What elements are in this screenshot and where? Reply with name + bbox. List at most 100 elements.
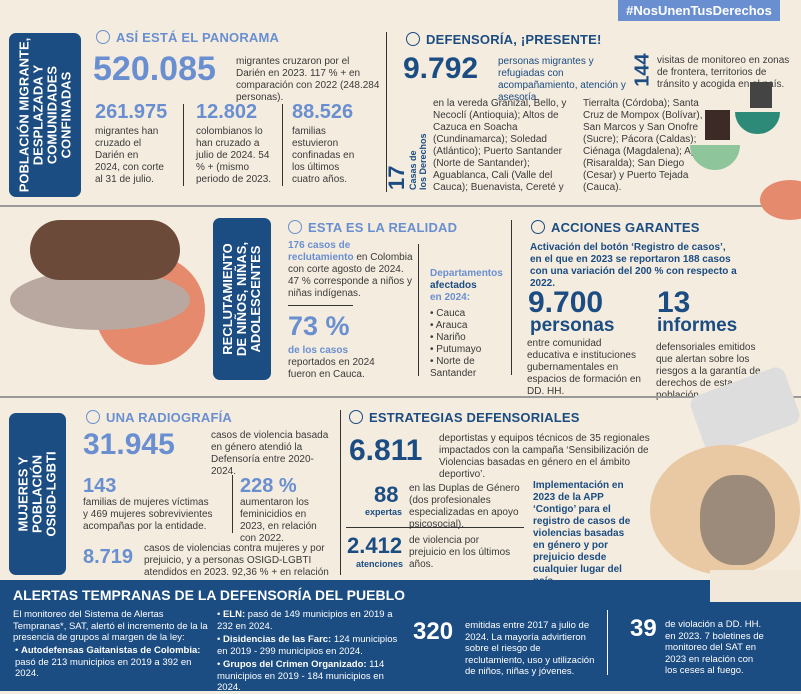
handwritten-letter-illustration	[710, 570, 801, 602]
visits-text: visitas de monitoreo en zonas de fronter…	[657, 55, 790, 90]
acciones-v1-unit: personas	[530, 315, 615, 336]
estrategias-title-text: ESTRATEGIAS DEFENSORIALES	[369, 410, 580, 425]
realidad-pct-block: de los casos reportados en 2024 fueron en…	[288, 345, 378, 381]
v88-text: en las Duplas de Género (dos profesional…	[409, 483, 520, 530]
v2412-unit: atenciones	[356, 559, 404, 569]
alertas-v39-text: de violación a DD. HH. en 2023. 7 boleti…	[665, 619, 764, 676]
defensoria-main-text: personas migrantes y refugiadas con acom…	[498, 56, 626, 103]
v2412: 2.412	[347, 533, 403, 558]
realidad-title: ESTA ES LA REALIDAD	[288, 220, 457, 235]
alertas-v39: 39	[630, 615, 657, 642]
defensoria-title: DEFENSORÍA, ¡PRESENTE!	[406, 32, 602, 47]
alertas-intro: El monitoreo del Sistema de Alertas Temp…	[13, 609, 208, 643]
casas-value: 17	[384, 165, 409, 190]
radiografia-main-text: casos de violencia basada en género aten…	[211, 430, 329, 477]
group-text: pasó de 149 municipios en 2019 a 232 en …	[217, 609, 393, 632]
v2412-text: de violencia por prejuicio en los último…	[409, 535, 511, 570]
estrategias-main-value: 6.811	[349, 434, 423, 467]
v88: 88	[374, 482, 399, 507]
group-item: Grupos del Crimen Organizado: 114 munici…	[217, 659, 407, 694]
radiografia-title-text: UNA RADIOGRAFÍA	[106, 410, 233, 425]
group-name: Grupos del Crimen Organizado:	[222, 659, 367, 670]
v143: 143	[83, 475, 117, 497]
stat-text: colombianos lo han cruzado a julio de 20…	[196, 126, 272, 185]
acciones-v2-unit: informes	[657, 315, 738, 336]
section-tab-mujeres: MUJERES Y POBLACIÓN OSIGD-LGBTI	[9, 413, 66, 575]
v228-text: aumentaron los feminicidios en 2023, en …	[240, 497, 317, 544]
dept-title-2: afectados	[430, 280, 477, 291]
realidad-lead-text: en Colombia con corte agosto de 2024. 47…	[288, 252, 413, 299]
seal-icon	[531, 220, 545, 234]
hashtag-banner: #NosUnenTusDerechos	[618, 0, 780, 21]
group-item: ELN: pasó de 149 municipios en 2019 a 23…	[217, 609, 407, 632]
group-item: Autodefensas Gaitanistas de Colombia: pa…	[15, 645, 205, 680]
group-text: 124 municipios en 2019 - 299 municipios …	[217, 634, 398, 657]
decorative-circle	[760, 180, 801, 220]
alertas-panel: ALERTAS TEMPRANAS DE LA DEFENSORÍA DEL P…	[0, 570, 801, 694]
casas-label: Casas de los Derechos	[408, 133, 428, 190]
v8719: 8.719	[83, 546, 134, 568]
defensoria-main-value: 9.792	[403, 52, 479, 85]
group-name: ELN:	[222, 609, 246, 620]
v228: 228 %	[240, 475, 297, 497]
department-item: Arauca	[430, 320, 510, 332]
acciones-v2-text: defensoriales emitidos que alertan sobre…	[656, 342, 761, 401]
department-item: Nariño	[430, 332, 510, 344]
panorama-main-text: migrantes cruzaron por el Darién en 2023…	[236, 56, 380, 103]
section-tab-label: MUJERES Y POBLACIÓN OSIGD-LGBTI	[15, 451, 59, 537]
group-text: 114 municipios en 2019 - 184 municipios …	[217, 659, 385, 693]
group-name: Disidencias de las Farc:	[222, 634, 332, 645]
realidad-lead: 176 casos de reclutamiento	[288, 240, 354, 263]
seal-icon	[349, 410, 363, 424]
houses-illustration	[690, 82, 800, 200]
acciones-title-text: ACCIONES GARANTES	[551, 220, 700, 235]
realidad-title-text: ESTA ES LA REALIDAD	[308, 220, 458, 235]
panorama-title-text: ASÍ ESTÁ EL PANORAMA	[116, 30, 280, 45]
dept-title-1: Departamentos	[430, 268, 503, 279]
group-name: Autodefensas Gaitanistas de Colombia:	[20, 645, 201, 656]
alertas-v320: 320	[413, 618, 454, 645]
stat-value: 12.802	[196, 101, 258, 123]
children-whale-illustration	[0, 215, 210, 395]
acciones-v2: 13	[657, 286, 691, 319]
department-item: Putumayo	[430, 344, 510, 356]
hands-icon	[288, 220, 302, 234]
realidad-lead-block: 176 casos de reclutamiento en Colombia c…	[288, 240, 413, 300]
group-item: Disidencias de las Farc: 124 municipios …	[217, 634, 407, 657]
stat-value: 261.975	[95, 101, 168, 123]
department-item: Norte de Santander	[430, 356, 510, 380]
dept-title-3: en 2024:	[430, 292, 471, 303]
casas-list-2: Tierralta (Córdoba); Santa Cruz de Mompo…	[583, 98, 705, 193]
estrategias-main-text: deportistas y equipos técnicos de 35 reg…	[439, 433, 650, 480]
hands-icon	[96, 30, 110, 44]
group-text: pasó de 213 municipios en 2019 a 392 en …	[15, 656, 192, 680]
department-item: Cauca	[430, 308, 510, 320]
hands-icon	[86, 410, 100, 424]
alertas-v320-text: emitidas entre 2017 a julio de 2024. La …	[465, 620, 595, 677]
estrategias-title: ESTRATEGIAS DEFENSORIALES	[349, 410, 580, 425]
realidad-pct-lead: de los casos	[288, 345, 349, 356]
section-tab-reclutamiento: RECLUTAMIENTO DE NIÑOS, NIÑAS, ADOLESCEN…	[213, 218, 271, 380]
alertas-title: ALERTAS TEMPRANAS DE LA DEFENSORÍA DEL P…	[13, 587, 406, 603]
acciones-v1: 9.700	[528, 286, 604, 319]
visits-value: 144	[631, 53, 654, 87]
section-tab-migrantes: POBLACIÓN MIGRANTE, DESPLAZADA Y COMUNID…	[9, 33, 81, 197]
women-megaphone-illustration	[640, 364, 801, 580]
departments-block: Departamentos afectados en 2024: Cauca A…	[430, 268, 510, 380]
stat-text: familias estuvieron confinadas en los úl…	[292, 126, 355, 185]
radiografia-title: UNA RADIOGRAFÍA	[86, 410, 232, 425]
section-tab-label: POBLACIÓN MIGRANTE, DESPLAZADA Y COMUNID…	[16, 37, 73, 193]
realidad-pct-text: reportados en 2024 fueron en Cauca.	[288, 357, 375, 380]
section-tab-label: RECLUTAMIENTO DE NIÑOS, NIÑAS, ADOLESCEN…	[220, 241, 263, 357]
casas-list-1: en la vereda Granizal, Bello, y Necoclí …	[433, 98, 567, 193]
acciones-lead: Activación del botón ‘Registro de casos’…	[530, 242, 737, 289]
app-contigo-text: Implementación en 2023 de la APP ‘Contig…	[533, 480, 631, 587]
v88-unit: expertas	[365, 507, 403, 517]
realidad-pct-value: 73 %	[288, 311, 350, 341]
acciones-v1-text: entre comunidad educativa e institucione…	[527, 338, 641, 397]
defensoria-title-text: DEFENSORÍA, ¡PRESENTE!	[426, 32, 602, 47]
radiografia-main-value: 31.945	[83, 428, 175, 461]
acciones-title: ACCIONES GARANTES	[531, 220, 700, 235]
stat-text: migrantes han cruzado el Darién en 2024,…	[95, 126, 164, 185]
stat-value: 88.526	[292, 101, 354, 123]
